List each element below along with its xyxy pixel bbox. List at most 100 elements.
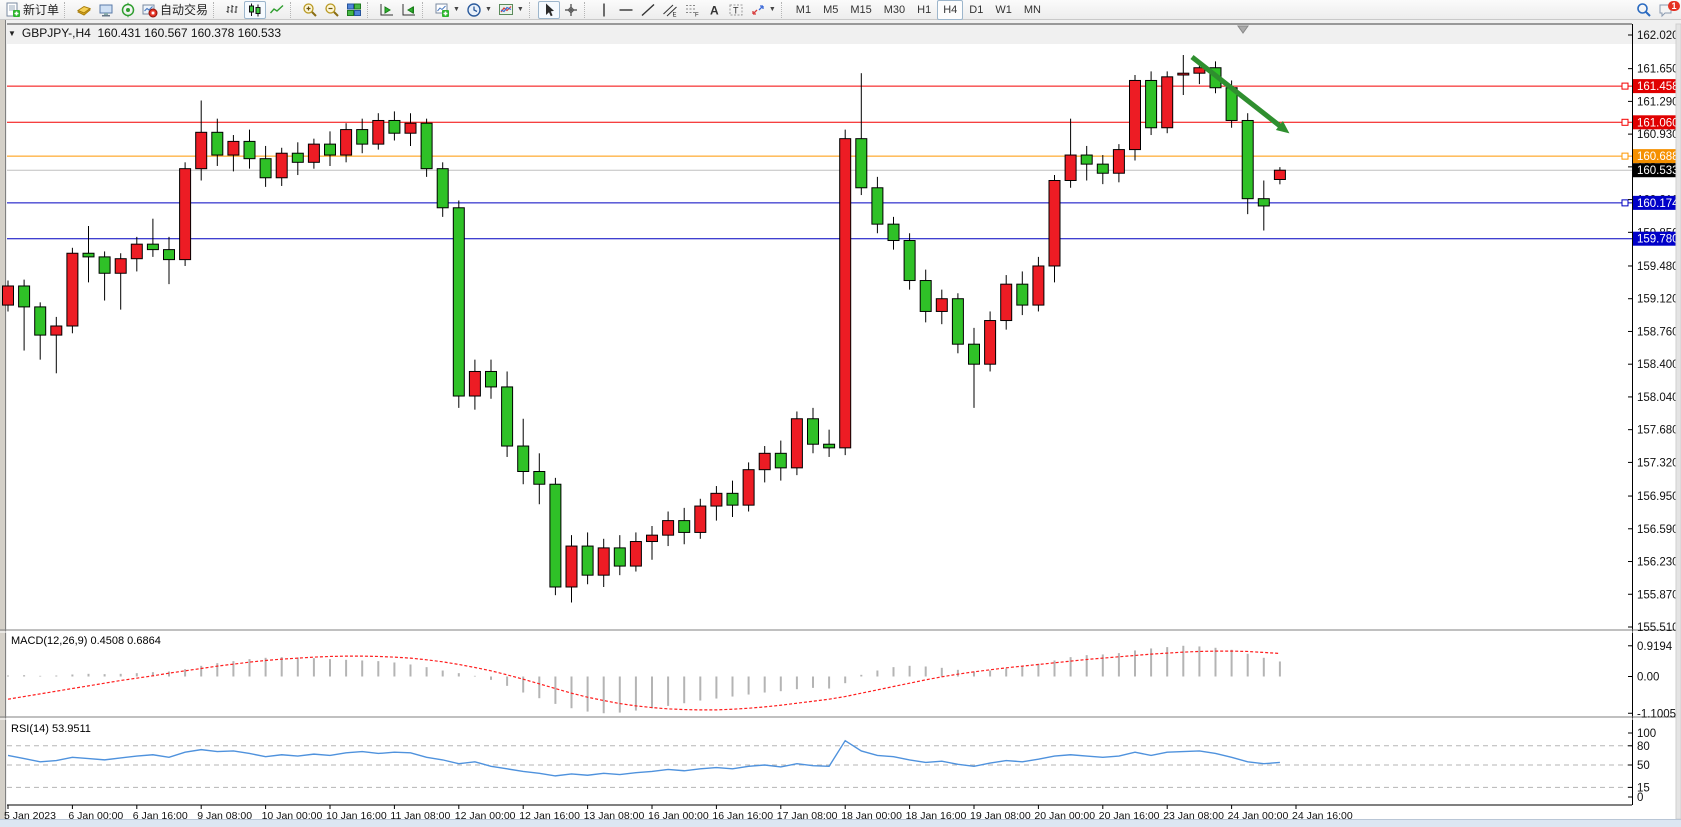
candle [1112, 149, 1125, 174]
line-chart-button[interactable] [266, 1, 288, 19]
hline-anchor-pivot-line[interactable] [1621, 152, 1629, 160]
auto-trading-button[interactable]: 自动交易 [139, 1, 211, 19]
rsi-line [7, 739, 1280, 777]
price-axis-label: 161.290 [1637, 96, 1679, 108]
vline-button[interactable] [593, 1, 615, 19]
candle [678, 520, 691, 533]
fibonacci-button[interactable]: F [681, 1, 703, 19]
new-chart-button[interactable]: ▼ [431, 1, 463, 19]
candle [742, 469, 755, 506]
text-button[interactable]: A [703, 1, 725, 19]
candle [356, 129, 369, 145]
candle [1193, 67, 1206, 74]
candle [468, 370, 481, 397]
price-tag-support-1[interactable]: 160.174 [1633, 195, 1679, 210]
toolbar-separator [367, 1, 374, 18]
dropdown-arrow-icon[interactable]: ▼ [768, 6, 776, 13]
hline-anchor-resistance-2[interactable] [1621, 118, 1629, 126]
tile-windows-button[interactable] [343, 1, 365, 19]
zoom-out-button[interactable] [321, 1, 343, 19]
new-order-button[interactable]: 新订单 [2, 1, 62, 19]
trendline-button[interactable] [637, 1, 659, 19]
zoom-in-button[interactable] [299, 1, 321, 19]
price-tag-pivot-line[interactable]: 160.688 [1633, 149, 1679, 164]
time-axis-label: 24 Jan 00:00 [1228, 810, 1289, 819]
chart-canvas[interactable]: 162.020161.650161.290160.930160.570160.2… [0, 20, 1681, 819]
channel-button[interactable]: E [659, 1, 681, 19]
price-axis-label: 161.650 [1637, 64, 1679, 76]
price-tag-resistance-2[interactable]: 161.060 [1633, 115, 1679, 130]
price-tag-support-2[interactable]: 159.780 [1633, 231, 1679, 246]
candle [114, 258, 127, 274]
price-tag-resistance-1[interactable]: 161.458 [1633, 79, 1679, 94]
data-window-button[interactable] [95, 1, 117, 19]
time-axis-label: 6 Jan 16:00 [133, 810, 188, 819]
clock-icon [467, 2, 481, 17]
timeframe-m1-button[interactable]: M1 [795, 3, 812, 16]
candle [1161, 76, 1174, 129]
text-icon: A [710, 3, 719, 17]
chart-title: ▼ GBPJPY-,H4 160.431 160.567 160.378 160.… [8, 26, 281, 40]
new-order-button-label: 新订单 [23, 3, 60, 17]
dropdown-arrow-icon[interactable]: ▼ [453, 6, 460, 13]
dropdown-arrow-icon[interactable]: ▼ [484, 6, 492, 13]
candle [130, 243, 143, 260]
time-axis[interactable]: 5 Jan 2023 6 Jan 00:00 6 Jan 16:00 9 Jan 08… [4, 805, 1353, 819]
chart-shift-marker[interactable] [1237, 25, 1249, 34]
candle [66, 252, 79, 327]
timeframe-w1-button[interactable]: W1 [995, 3, 1012, 16]
candle [420, 122, 433, 170]
candle [951, 298, 964, 345]
candle [919, 280, 932, 312]
cursor-button[interactable] [537, 0, 560, 19]
data-window-icon [99, 4, 113, 16]
svg-text:160.688: 160.688 [1637, 151, 1679, 163]
timeframe-mn-button[interactable]: MN [1023, 3, 1041, 16]
hline-button[interactable] [615, 1, 637, 19]
chart-dropdown-icon[interactable]: ▼ [8, 29, 16, 38]
timeframe-m15-button[interactable]: M15 [850, 3, 872, 16]
channel-icon: E [662, 4, 677, 18]
rsi-axis-label: 0 [1637, 792, 1643, 804]
hline-anchor-resistance-1[interactable] [1621, 82, 1629, 90]
chart-window[interactable]: 162.020161.650161.290160.930160.570160.2… [0, 20, 1681, 819]
time-axis-label: 10 Jan 16:00 [326, 810, 387, 819]
time-axis-label: 16 Jan 16:00 [712, 810, 773, 819]
navigator-icon [121, 2, 135, 17]
crosshair-button[interactable] [560, 1, 582, 19]
market-watch-button[interactable] [73, 1, 95, 19]
hline-anchor-support-1[interactable] [1621, 199, 1629, 207]
profiles-button[interactable]: ▼ [463, 1, 495, 19]
candle [1080, 154, 1093, 165]
time-axis-label: 9 Jan 08:00 [197, 810, 252, 819]
timeframe-h4-button[interactable]: H4 [937, 0, 964, 20]
candle [758, 452, 771, 471]
notifications-button[interactable]: 1 [1655, 1, 1680, 19]
toolbar-separator [64, 1, 71, 18]
timeframe-m5-button[interactable]: M5 [823, 3, 839, 16]
auto-scroll-button[interactable] [398, 1, 420, 19]
price-axis-label: 155.870 [1637, 589, 1679, 601]
chart-shift-button[interactable] [376, 1, 398, 19]
bar-chart-button[interactable] [222, 1, 244, 19]
toolbar: 新订单 自动交易 ▼ ▼ ▼ E F A T ▼ M1 M5 M15 M30 H1 H4 D1 W1 MN 1 [0, 0, 1681, 20]
scrollbar[interactable] [1675, 23, 1681, 819]
search-button[interactable] [1633, 1, 1655, 19]
svg-text:161.458: 161.458 [1637, 81, 1679, 93]
timeframe-h1-button[interactable]: H1 [917, 3, 932, 16]
current-price-tag[interactable]: 160.533 [1633, 163, 1679, 178]
rsi-axis-label: 100 [1637, 728, 1656, 740]
candle [549, 483, 562, 588]
candle-chart-button[interactable] [244, 0, 267, 19]
label-button[interactable]: T [725, 1, 747, 19]
timeframe-m30-button[interactable]: M30 [883, 3, 906, 16]
candle [324, 143, 336, 156]
arrows-button[interactable]: ▼ [747, 1, 779, 19]
timeframe-d1-button[interactable]: D1 [969, 3, 984, 16]
templates-button[interactable]: ▼ [495, 1, 527, 19]
annotation-arrow[interactable] [1190, 55, 1290, 134]
navigator-button[interactable] [117, 1, 139, 19]
dropdown-arrow-icon[interactable]: ▼ [516, 6, 524, 13]
candle [629, 541, 642, 567]
candle [839, 138, 852, 449]
